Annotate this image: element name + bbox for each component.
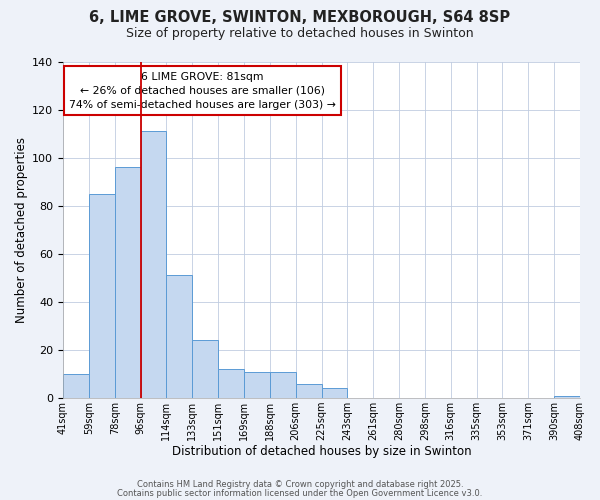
Bar (554, 396, 580, 398)
Bar (322, 388, 347, 398)
Bar (296, 384, 322, 398)
Text: Contains public sector information licensed under the Open Government Licence v3: Contains public sector information licen… (118, 489, 482, 498)
Text: 6, LIME GROVE, SWINTON, MEXBOROUGH, S64 8SP: 6, LIME GROVE, SWINTON, MEXBOROUGH, S64 … (89, 10, 511, 25)
Bar (140, 131, 166, 398)
Bar (244, 372, 270, 398)
X-axis label: Distribution of detached houses by size in Swinton: Distribution of detached houses by size … (172, 444, 472, 458)
Bar (115, 168, 140, 398)
Bar (166, 276, 192, 398)
Text: Size of property relative to detached houses in Swinton: Size of property relative to detached ho… (126, 28, 474, 40)
Bar (192, 340, 218, 398)
Text: 6 LIME GROVE: 81sqm
← 26% of detached houses are smaller (106)
74% of semi-detac: 6 LIME GROVE: 81sqm ← 26% of detached ho… (69, 72, 336, 110)
Text: Contains HM Land Registry data © Crown copyright and database right 2025.: Contains HM Land Registry data © Crown c… (137, 480, 463, 489)
Bar (218, 369, 244, 398)
Bar (270, 372, 296, 398)
Bar (89, 194, 115, 398)
Y-axis label: Number of detached properties: Number of detached properties (15, 137, 28, 323)
Bar (63, 374, 89, 398)
